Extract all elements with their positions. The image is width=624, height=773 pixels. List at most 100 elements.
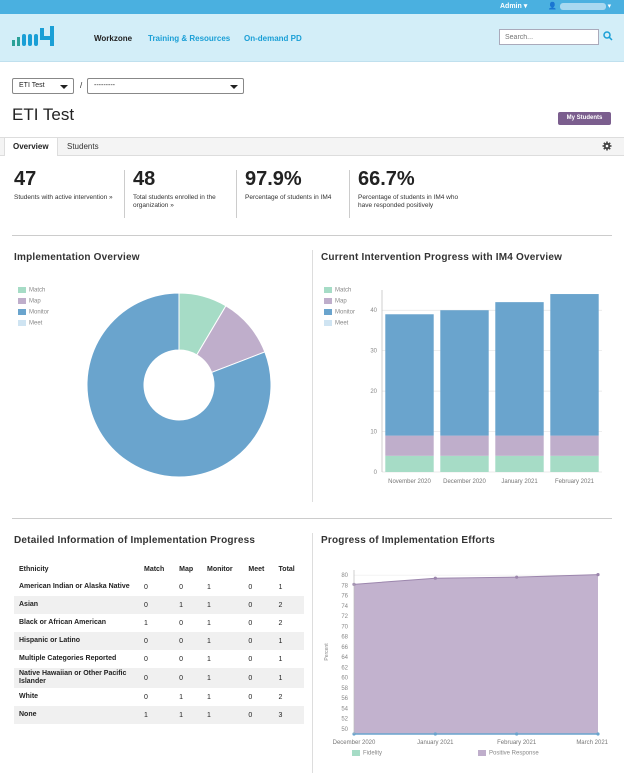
table-cell-count: 1 bbox=[144, 619, 148, 627]
header: Workzone Training & Resources On-demand … bbox=[0, 14, 624, 62]
chevron-down-icon bbox=[230, 85, 238, 89]
legend-item-fidelity[interactable]: Fidelity bbox=[352, 750, 382, 757]
gear-icon[interactable] bbox=[602, 141, 612, 151]
y-tick-label: 72 bbox=[341, 614, 348, 620]
bar-map[interactable] bbox=[385, 435, 434, 456]
user-menu[interactable]: 👤 ▾ bbox=[548, 2, 612, 10]
column-header-total[interactable]: Total bbox=[278, 565, 295, 573]
y-tick-label: 54 bbox=[341, 706, 348, 712]
bar-map[interactable] bbox=[550, 435, 599, 456]
table-cell-count: 0 bbox=[179, 619, 184, 627]
table-cell-count: 1 bbox=[278, 655, 283, 663]
stat-divider bbox=[236, 170, 237, 218]
nav-training-resources[interactable]: Training & Resources bbox=[148, 34, 231, 43]
area-positive-response[interactable] bbox=[354, 574, 598, 734]
point-positive-response[interactable] bbox=[515, 575, 519, 579]
bar-match[interactable] bbox=[440, 455, 489, 472]
legend-item-monitor[interactable]: Monitor bbox=[324, 309, 355, 316]
y-tick-label: 76 bbox=[341, 594, 348, 600]
search-input[interactable] bbox=[499, 29, 599, 45]
x-tick-label: February 2021 bbox=[555, 479, 595, 485]
table-cell-count: 0 bbox=[144, 693, 148, 701]
column-header-match[interactable]: Match bbox=[144, 565, 165, 573]
stat-label[interactable]: Students with active intervention » bbox=[14, 194, 113, 201]
stat-label[interactable]: Total students enrolled in the organizat… bbox=[133, 194, 216, 209]
column-header-monitor[interactable]: Monitor bbox=[206, 565, 233, 573]
page-title: ETI Test bbox=[12, 105, 75, 124]
legend-item-match[interactable]: Match bbox=[324, 287, 351, 294]
stat-divider bbox=[124, 170, 125, 218]
legend-item-map[interactable]: Map bbox=[324, 298, 347, 305]
point-fidelity[interactable] bbox=[433, 732, 437, 736]
point-fidelity[interactable] bbox=[596, 732, 600, 736]
bar-map[interactable] bbox=[440, 435, 489, 456]
table-cell-ethnicity: Hispanic or Latino bbox=[14, 632, 139, 650]
y-tick-label: 58 bbox=[341, 686, 348, 692]
legend-item-meet[interactable]: Meet bbox=[324, 320, 348, 327]
legend-item-monitor[interactable]: Monitor bbox=[18, 309, 49, 316]
column-header-meet[interactable]: Meet bbox=[248, 565, 265, 573]
stat-total-enrolled[interactable]: 48 Total students enrolled in the organi… bbox=[133, 168, 231, 210]
pie-slice-monitor[interactable] bbox=[86, 292, 272, 478]
y-tick-label: 62 bbox=[341, 665, 348, 671]
stat-label: Percentage of students in IM4 who have r… bbox=[358, 194, 459, 209]
nav-workzone[interactable]: Workzone bbox=[94, 34, 133, 43]
search-icon[interactable] bbox=[603, 31, 613, 41]
bar-monitor[interactable] bbox=[440, 310, 489, 436]
nav-ondemand-pd[interactable]: On-demand PD bbox=[244, 34, 302, 43]
org-select[interactable]: ETI Test bbox=[12, 78, 74, 94]
bar-monitor[interactable] bbox=[385, 314, 434, 436]
table-cell-count: 1 bbox=[273, 668, 304, 688]
tab-bar: Overview Students bbox=[0, 137, 624, 156]
table-cell-count: 1 bbox=[206, 693, 211, 701]
implementation-overview-pie-chart bbox=[86, 292, 272, 478]
table-cell-count: 1 bbox=[139, 706, 175, 724]
point-positive-response[interactable] bbox=[596, 573, 600, 577]
point-fidelity[interactable] bbox=[515, 732, 519, 736]
implementation-efforts-area-chart: 50 52 54 56 58 60 62 64 66 68 70 72 74 76 78 80 Percent D… bbox=[324, 570, 609, 746]
table-header-row: Ethnicity Match Map Monitor Meet Total bbox=[14, 560, 304, 578]
stat-active-intervention[interactable]: 47 Students with active intervention » bbox=[14, 168, 114, 202]
table-cell-count: 0 bbox=[243, 668, 274, 688]
bar-monitor[interactable] bbox=[550, 294, 599, 436]
bar-match[interactable] bbox=[550, 455, 599, 472]
bar-map[interactable] bbox=[495, 435, 544, 456]
table-cell-count: 2 bbox=[278, 619, 283, 627]
legend-item-map[interactable]: Map bbox=[18, 298, 41, 305]
point-positive-response[interactable] bbox=[433, 576, 437, 580]
table-cell-count: 0 bbox=[179, 583, 184, 591]
y-tick-label: 20 bbox=[370, 389, 377, 395]
table-cell-count: 0 bbox=[139, 632, 175, 650]
user-icon: 👤 bbox=[548, 3, 557, 10]
im4-logo[interactable] bbox=[12, 24, 64, 50]
column-header-map[interactable]: Map bbox=[179, 565, 194, 573]
chevron-down-icon bbox=[60, 85, 68, 89]
sub-org-select[interactable]: --------- bbox=[87, 78, 244, 94]
legend-item-positive-response[interactable]: Positive Response bbox=[478, 750, 539, 757]
table-cell-ethnicity: Asian bbox=[14, 596, 139, 614]
y-tick-label: 40 bbox=[370, 308, 377, 314]
table-cell-count: 1 bbox=[206, 583, 211, 591]
table-cell-ethnicity: Native Hawaiian or Other Pacific Islande… bbox=[14, 668, 139, 688]
bar-match[interactable] bbox=[495, 455, 544, 472]
table-row: None 1 1 1 0 3 bbox=[14, 706, 304, 724]
admin-menu[interactable]: Admin ▾ bbox=[500, 3, 528, 10]
table-cell-count: 2 bbox=[278, 693, 283, 701]
table-row: Asian 0 1 1 0 2 bbox=[14, 596, 304, 614]
table-cell-count: 0 bbox=[174, 632, 202, 650]
stat-value: 97.9% bbox=[245, 168, 302, 190]
y-tick-label: 0 bbox=[374, 470, 378, 476]
table-cell-count: 0 bbox=[139, 668, 175, 688]
bar-monitor[interactable] bbox=[495, 302, 544, 436]
x-tick-label: January 2021 bbox=[417, 740, 454, 746]
tab-students[interactable]: Students bbox=[67, 142, 99, 151]
column-header-ethnicity[interactable]: Ethnicity bbox=[19, 565, 49, 573]
table-cell-count: 1 bbox=[179, 693, 184, 701]
legend-item-match[interactable]: Match bbox=[18, 287, 45, 294]
my-students-button[interactable]: My Students bbox=[558, 112, 611, 125]
table-row: White 0 1 1 0 2 bbox=[14, 688, 304, 706]
table-cell-count: 1 bbox=[174, 596, 202, 614]
legend-item-meet[interactable]: Meet bbox=[18, 320, 42, 327]
bar-match[interactable] bbox=[385, 455, 434, 472]
tab-overview[interactable]: Overview bbox=[4, 138, 58, 156]
